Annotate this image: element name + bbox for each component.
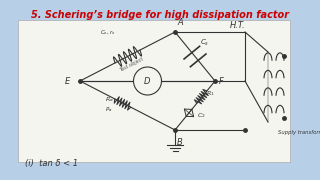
Text: $C_2$: $C_2$ [197,111,206,120]
Text: $C_s$: $C_s$ [200,37,209,48]
Circle shape [133,67,162,95]
Text: Supply transformer: Supply transformer [278,130,320,135]
Text: F: F [219,76,224,86]
Text: H.T.: H.T. [230,21,246,30]
Text: (i)  tan δ < 1: (i) tan δ < 1 [25,159,78,168]
Text: D: D [144,76,151,86]
Text: $R_a$: $R_a$ [105,95,114,104]
Text: Test object: Test object [119,56,144,73]
Text: $R_1$: $R_1$ [206,89,214,98]
Text: 5. Schering’s bridge for high dissipation factor: 5. Schering’s bridge for high dissipatio… [31,10,289,20]
Text: A: A [177,18,183,27]
FancyBboxPatch shape [18,20,290,162]
Text: $C_x, r_x$: $C_x, r_x$ [100,29,115,37]
Text: E: E [65,76,70,86]
Text: B: B [177,138,183,147]
Text: $P_a$: $P_a$ [105,105,112,114]
